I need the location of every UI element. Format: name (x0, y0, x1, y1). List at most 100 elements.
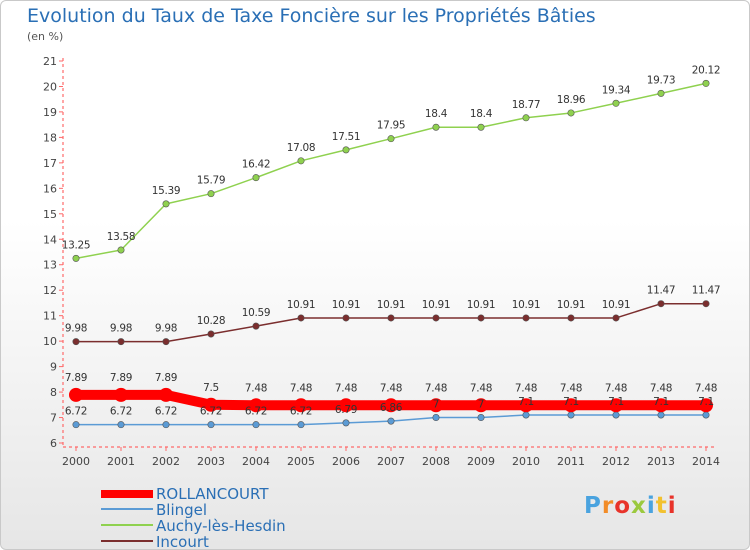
x-tick-label: 2010 (512, 455, 540, 468)
data-point (207, 190, 215, 198)
data-label: 10.91 (332, 299, 361, 311)
data-label: 7.1 (563, 396, 579, 408)
data-point (162, 421, 170, 429)
data-label: 7.48 (695, 382, 717, 394)
data-label: 6.72 (200, 406, 222, 418)
y-tick-label: 13 (43, 259, 57, 272)
data-label: 7.1 (698, 396, 714, 408)
x-tick-label: 2014 (692, 455, 720, 468)
x-tick-label: 2011 (557, 455, 585, 468)
logo-letter: x (631, 493, 647, 519)
legend-swatch-incourt (101, 540, 153, 542)
data-label: 6.79 (335, 404, 357, 416)
data-point (564, 398, 578, 413)
y-tick-label: 9 (50, 361, 57, 374)
data-point (657, 411, 665, 419)
data-label: 18.4 (470, 108, 493, 120)
data-label: 7.89 (110, 372, 132, 384)
y-tick-label: 15 (43, 208, 57, 221)
data-point (612, 411, 620, 419)
data-label: 7.48 (560, 382, 582, 394)
data-label: 7.48 (245, 382, 267, 394)
data-point (162, 200, 170, 208)
data-label: 9.98 (65, 323, 87, 335)
logo-letter: i (646, 493, 656, 519)
data-point (207, 421, 215, 429)
logo-letter: r (601, 493, 615, 519)
chart-title: Evolution du Taux de Taxe Foncière sur l… (27, 5, 596, 27)
data-label: 19.73 (647, 74, 676, 86)
y-tick-label: 10 (43, 335, 57, 348)
data-label: 6.86 (380, 402, 403, 414)
data-point (612, 99, 620, 107)
logo-letter: t (655, 493, 668, 519)
x-tick-label: 2002 (152, 455, 180, 468)
data-label: 13.25 (62, 239, 91, 251)
data-point (117, 246, 125, 254)
data-point (522, 411, 530, 419)
y-tick-label: 14 (43, 233, 57, 246)
data-point (699, 398, 713, 413)
data-label: 10.91 (377, 299, 406, 311)
y-tick-label: 8 (50, 386, 57, 399)
data-point (252, 174, 260, 182)
data-point (342, 146, 350, 154)
logo-letter: P (584, 493, 602, 519)
x-tick-label: 2003 (197, 455, 225, 468)
data-label: 20.12 (692, 64, 721, 76)
legend-swatch-rollancourt (101, 490, 153, 498)
y-tick-label: 19 (43, 106, 57, 119)
data-point (474, 398, 488, 413)
x-tick-label: 2005 (287, 455, 315, 468)
data-point (432, 314, 440, 322)
data-point (72, 338, 80, 346)
data-label: 7.1 (518, 396, 534, 408)
unit-label: (en %) (27, 30, 64, 43)
series-line-auchy-l-s-hesdin (75, 82, 707, 260)
data-point (657, 300, 665, 308)
data-point (429, 398, 443, 413)
data-label: 15.39 (152, 185, 181, 197)
legend-label-incourt: Incourt (156, 533, 209, 550)
data-label: 9.98 (110, 323, 132, 335)
data-label: 17.08 (287, 142, 316, 154)
data-label: 7.48 (605, 382, 627, 394)
y-tick-label: 17 (43, 157, 57, 170)
data-label: 18.4 (425, 108, 448, 120)
legend-label-rollancourt: ROLLANCOURT (156, 485, 269, 503)
x-tick-label: 2001 (107, 455, 135, 468)
data-point (432, 414, 440, 422)
legend-swatch-blingel (101, 508, 153, 510)
legend-swatch-auchy (101, 524, 153, 526)
data-point (162, 338, 170, 346)
data-label: 9.98 (155, 323, 177, 335)
proxiti-logo: Proxiti (584, 493, 677, 519)
data-point (207, 330, 215, 338)
data-point (342, 314, 350, 322)
data-point (567, 411, 575, 419)
data-point (117, 421, 125, 429)
data-label: 6.72 (110, 406, 132, 418)
data-label: 10.91 (467, 299, 496, 311)
data-label: 10.91 (557, 299, 586, 311)
data-point (297, 314, 305, 322)
data-point (702, 411, 710, 419)
data-point (477, 314, 485, 322)
data-point (69, 387, 83, 402)
y-tick-label: 12 (43, 284, 57, 297)
data-label: 7.48 (425, 382, 447, 394)
data-point (519, 398, 533, 413)
data-label: 7.48 (515, 382, 537, 394)
data-label: 17.51 (332, 131, 361, 143)
data-label: 18.96 (557, 94, 586, 106)
data-point (204, 397, 218, 412)
data-label: 6.72 (245, 406, 267, 418)
x-tick-label: 2007 (377, 455, 405, 468)
data-point (609, 398, 623, 413)
data-point (567, 314, 575, 322)
data-point (522, 114, 530, 122)
data-point (702, 79, 710, 87)
data-point (297, 421, 305, 429)
data-point (252, 322, 260, 330)
